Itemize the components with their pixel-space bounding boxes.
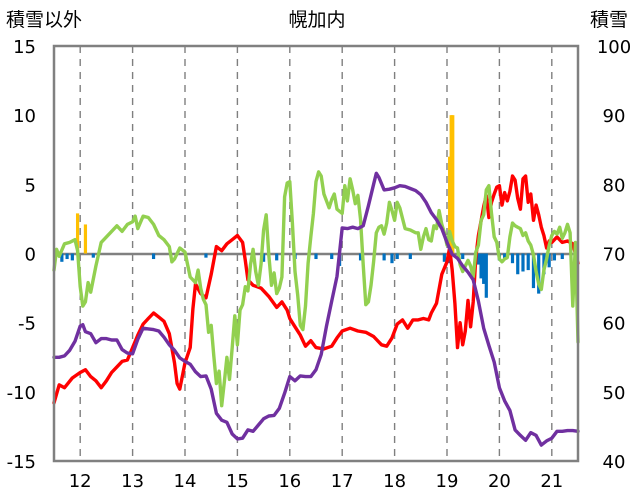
y-left-tick-label: 10: [13, 106, 36, 127]
y-left-axis: 15 10 5 0 -5 -10 -15: [7, 37, 36, 473]
y-left-tick-label: -10: [7, 383, 36, 404]
y-left-label: 積雪以外: [6, 9, 82, 31]
blue-bars-bar-8: [275, 253, 279, 261]
y-right-tick-label: 70: [603, 245, 626, 266]
blue-bars-bar-14: [382, 253, 386, 261]
x-axis: 12 13 14 15 16 17 18 19 20 21: [69, 471, 564, 492]
blue-bars-bar-13: [358, 253, 363, 261]
x-tick-label: 14: [174, 471, 197, 492]
orange-bars-bar-0: [75, 213, 80, 254]
y-right-tick-label: 90: [603, 106, 626, 127]
green-series-line: [52, 170, 580, 408]
blue-bars-bar-21: [476, 253, 481, 265]
line-layer: [52, 170, 580, 447]
y-left-tick-label: 5: [25, 175, 36, 196]
blue-bars-bar-1: [65, 253, 69, 260]
y-right-tick-label: 80: [603, 175, 626, 196]
x-tick-label: 20: [488, 471, 511, 492]
x-tick-label: 19: [436, 471, 459, 492]
blue-bars-bar-18: [442, 253, 446, 262]
blue-bars-bar-5: [204, 253, 208, 258]
x-tick-label: 12: [69, 471, 92, 492]
blue-bars-bar-7: [262, 253, 266, 262]
y-right-tick-label: 100: [597, 37, 631, 58]
blue-bars-bar-35: [552, 253, 557, 261]
red-series-line: [52, 174, 580, 405]
blue-bars-bar-17: [408, 253, 412, 260]
blue-bars-bar-30: [526, 253, 530, 271]
blue-bars-bar-32: [537, 253, 541, 294]
y-right-tick-label: 50: [603, 383, 626, 404]
blue-bars-bar-10: [314, 253, 318, 260]
blue-bars-bar-0: [60, 253, 64, 262]
blue-bars-bar-28: [516, 253, 520, 275]
blue-bars-bar-20: [461, 253, 465, 260]
x-tick-label: 15: [226, 471, 249, 492]
blue-bars-bar-36: [560, 253, 564, 260]
blue-bars-bar-23: [482, 253, 486, 284]
y-left-tick-label: 15: [13, 37, 36, 58]
blue-bars-bar-27: [510, 253, 515, 264]
blue-bars-bar-26: [503, 253, 507, 260]
plot-frame: [52, 44, 580, 463]
x-tick-label: 13: [121, 471, 144, 492]
blue-bars-bar-31: [531, 253, 536, 289]
y-right-tick-label: 40: [603, 452, 626, 473]
orange-bars-bar-4: [451, 115, 455, 254]
blue-bars-bar-24: [484, 253, 488, 298]
y-right-label: 積雪: [590, 9, 628, 31]
x-tick-label: 16: [278, 471, 301, 492]
blue-bars-bar-16: [395, 253, 399, 260]
chart-title: 幌加内: [288, 9, 345, 31]
y-right-axis: 100 90 80 70 60 50 40: [597, 37, 631, 473]
x-tick-label: 17: [331, 471, 354, 492]
x-tick-label: 21: [540, 471, 563, 492]
y-left-tick-label: -15: [7, 452, 36, 473]
y-left-tick-label: -5: [18, 314, 36, 335]
blue-bars-bar-34: [547, 253, 551, 268]
blue-bars-bar-4: [151, 253, 156, 260]
orange-bars-bar-1: [83, 224, 88, 254]
purple-series-line: [52, 171, 580, 447]
x-tick-label: 18: [383, 471, 406, 492]
y-right-tick-label: 60: [603, 314, 626, 335]
blue-bars-bar-29: [521, 253, 525, 272]
y-left-tick-label: 0: [25, 245, 36, 266]
grid: [79, 46, 553, 461]
blue-bars-bar-2: [70, 253, 74, 261]
blue-bars-bar-22: [479, 253, 483, 279]
blue-bars-bar-15: [390, 253, 394, 264]
blue-bars-bar-3: [91, 253, 95, 258]
blue-bars-bar-11: [330, 253, 334, 260]
